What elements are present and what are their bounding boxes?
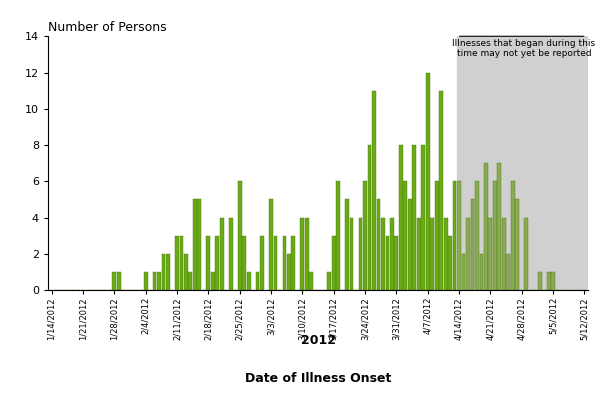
Bar: [152, 272, 157, 290]
Bar: [488, 218, 492, 290]
Bar: [166, 254, 170, 290]
Bar: [238, 181, 242, 290]
Bar: [430, 218, 434, 290]
Bar: [247, 272, 251, 290]
Bar: [457, 36, 587, 290]
Bar: [435, 181, 439, 290]
Bar: [412, 145, 416, 290]
Bar: [484, 163, 488, 290]
Bar: [206, 236, 210, 290]
Bar: [350, 218, 353, 290]
Text: Number of Persons: Number of Persons: [48, 21, 167, 34]
Bar: [381, 218, 385, 290]
Bar: [457, 181, 461, 290]
Bar: [399, 145, 403, 290]
Bar: [144, 272, 148, 290]
Bar: [377, 199, 380, 290]
Bar: [515, 199, 519, 290]
Bar: [184, 254, 188, 290]
Bar: [461, 254, 466, 290]
Bar: [439, 91, 443, 290]
Bar: [161, 254, 166, 290]
Bar: [188, 272, 192, 290]
Bar: [479, 254, 484, 290]
Bar: [112, 272, 116, 290]
Bar: [193, 199, 197, 290]
Bar: [551, 272, 555, 290]
Bar: [301, 218, 304, 290]
Bar: [305, 218, 309, 290]
Bar: [336, 181, 340, 290]
Bar: [502, 218, 506, 290]
Bar: [524, 218, 528, 290]
Bar: [444, 218, 448, 290]
Bar: [408, 199, 412, 290]
Bar: [547, 272, 551, 290]
Bar: [274, 236, 277, 290]
Bar: [269, 199, 273, 290]
Bar: [292, 236, 295, 290]
Bar: [287, 254, 291, 290]
Bar: [211, 272, 215, 290]
Text: 2012: 2012: [301, 334, 335, 347]
Bar: [475, 181, 479, 290]
Bar: [229, 218, 233, 290]
Bar: [310, 272, 313, 290]
Bar: [175, 236, 179, 290]
Bar: [417, 218, 421, 290]
Bar: [493, 181, 497, 290]
Bar: [117, 272, 121, 290]
Bar: [179, 236, 184, 290]
Bar: [466, 218, 470, 290]
Bar: [470, 199, 475, 290]
Bar: [327, 272, 331, 290]
Bar: [390, 218, 394, 290]
Bar: [511, 181, 515, 290]
Bar: [260, 236, 264, 290]
Bar: [426, 73, 430, 290]
Bar: [506, 254, 510, 290]
Bar: [497, 163, 501, 290]
Bar: [220, 218, 224, 290]
Bar: [359, 218, 362, 290]
Bar: [368, 145, 371, 290]
Bar: [157, 272, 161, 290]
Bar: [403, 181, 407, 290]
Bar: [332, 236, 335, 290]
Bar: [345, 199, 349, 290]
Text: Illnesses that began during this
time may not yet be reported: Illnesses that began during this time ma…: [452, 39, 596, 58]
Bar: [256, 272, 259, 290]
Bar: [215, 236, 219, 290]
Bar: [394, 236, 398, 290]
Bar: [283, 236, 286, 290]
Bar: [197, 199, 201, 290]
Bar: [452, 181, 457, 290]
Bar: [363, 181, 367, 290]
Bar: [372, 91, 376, 290]
Bar: [386, 236, 389, 290]
Bar: [242, 236, 246, 290]
Bar: [421, 145, 425, 290]
Bar: [448, 236, 452, 290]
Text: Date of Illness Onset: Date of Illness Onset: [245, 372, 391, 385]
Bar: [538, 272, 542, 290]
